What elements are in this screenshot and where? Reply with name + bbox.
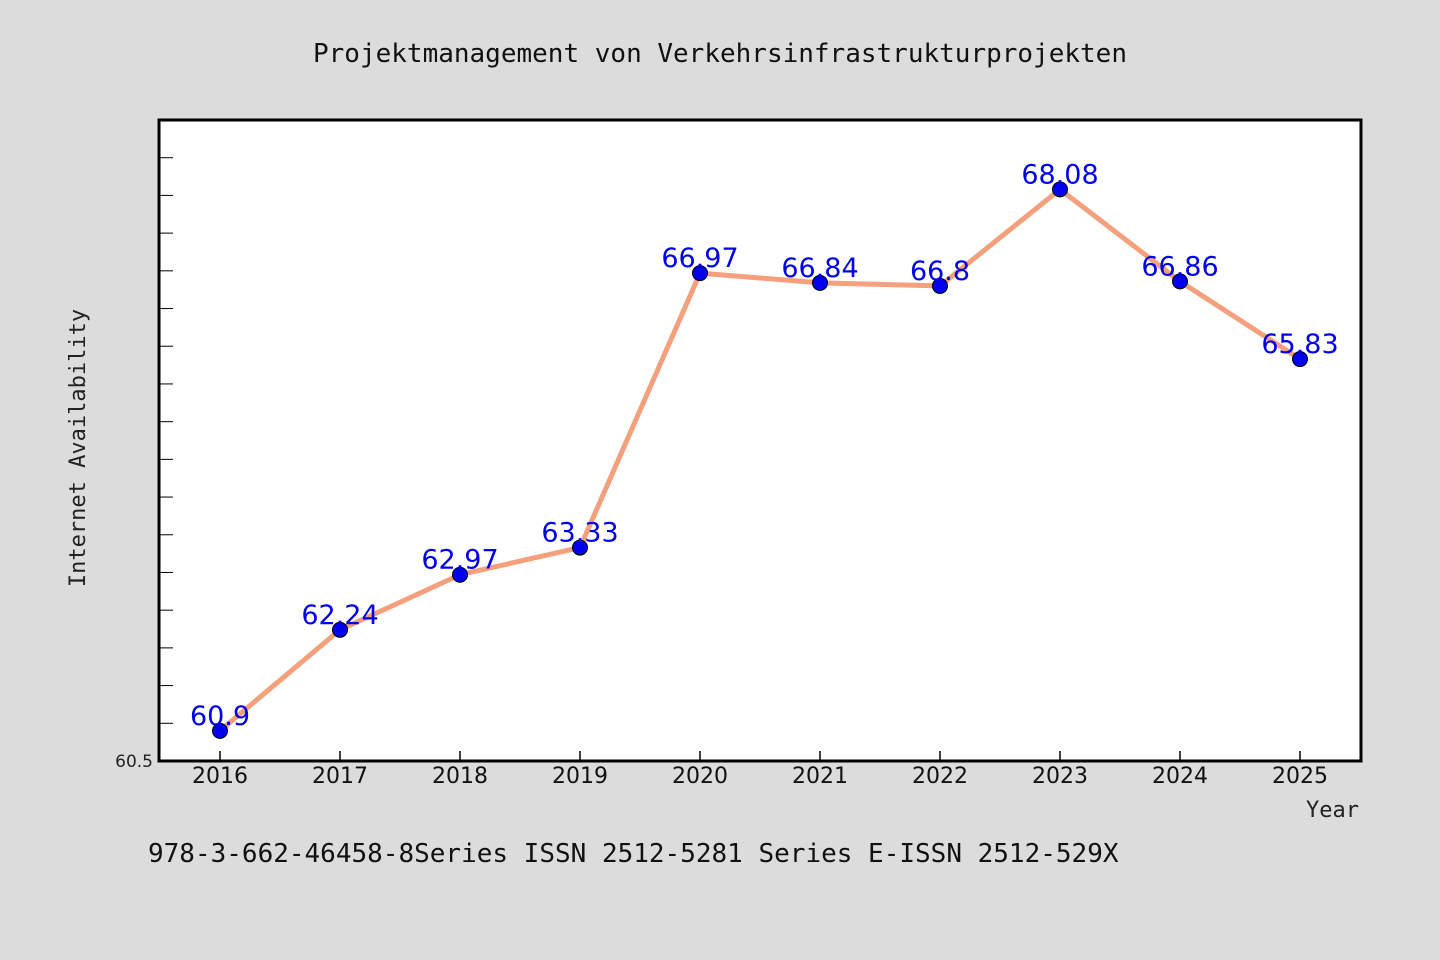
data-label: 63.33	[541, 518, 618, 549]
data-point	[1052, 181, 1068, 198]
plot-area	[157, 118, 1363, 763]
data-point	[1172, 273, 1188, 290]
data-point	[812, 274, 828, 291]
data-point	[1292, 351, 1308, 368]
data-label: 62.97	[421, 545, 498, 576]
x-tick-label: 2021	[792, 764, 848, 789]
data-label: 66.86	[1141, 251, 1218, 282]
data-point	[332, 621, 348, 638]
x-axis-label: Year	[1306, 798, 1359, 823]
data-point	[692, 265, 708, 282]
data-label: 65.83	[1261, 329, 1338, 360]
x-tick-label: 2023	[1032, 764, 1088, 789]
data-label: 62.24	[301, 600, 378, 631]
x-tick-label: 2025	[1272, 764, 1328, 789]
x-tick-label: 2024	[1152, 764, 1208, 789]
x-tick-label: 2020	[672, 764, 728, 789]
x-tick-label: 2022	[912, 764, 968, 789]
y-tick-label: 60.5	[115, 752, 153, 772]
data-point	[932, 277, 948, 294]
chart-title: Projektmanagement von Verkehrsinfrastruk…	[313, 39, 1127, 69]
x-tick-label: 2017	[312, 764, 368, 789]
isbn-footer: 978-3-662-46458-8Series ISSN 2512-5281 S…	[148, 839, 1119, 869]
data-label: 66.8	[910, 256, 970, 287]
data-point	[212, 722, 228, 739]
x-tick-label: 2019	[552, 764, 608, 789]
data-label: 68.08	[1021, 159, 1098, 190]
data-label: 66.84	[781, 253, 858, 284]
x-tick-label: 2018	[432, 764, 488, 789]
data-point	[452, 566, 468, 583]
data-label: 66.97	[661, 243, 738, 274]
data-point	[572, 539, 588, 556]
data-label: 60.9	[190, 701, 250, 732]
series-line	[217, 186, 1303, 734]
x-tick-label: 2016	[192, 764, 248, 789]
y-axis-label: Internet Availability	[66, 309, 91, 587]
